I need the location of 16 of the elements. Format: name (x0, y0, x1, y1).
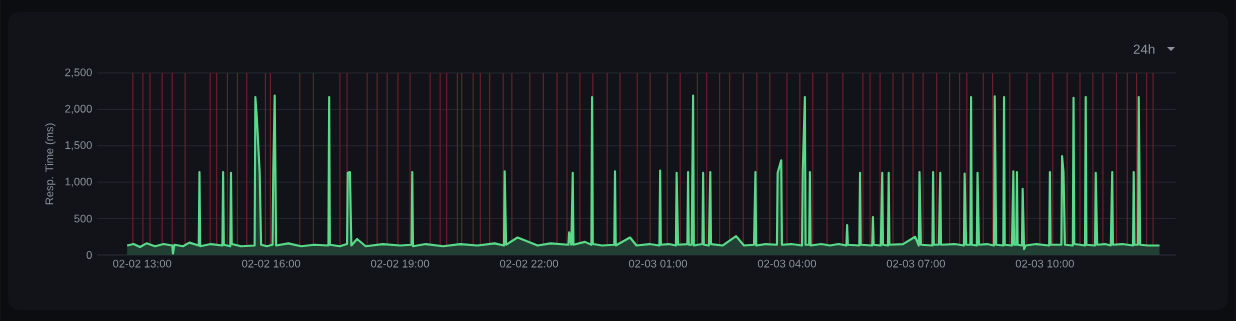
y-axis-title: Resp. Time (ms) (45, 123, 56, 205)
y-tick-label: 1,500 (65, 141, 92, 151)
y-tick-label: 500 (74, 214, 92, 223)
y-tick-label: 0 (86, 251, 92, 259)
x-tick-label: 02-03 07:00 (886, 259, 946, 268)
x-tick-label: 02-02 13:00 (113, 259, 172, 268)
y-tick-label: 2,500 (65, 68, 92, 78)
text: 24h (1133, 44, 1155, 54)
x-tick-label: 02-02 19:00 (370, 259, 430, 268)
y-tick-label: 1,000 (65, 177, 92, 187)
x-tick-label: 02-03 10:00 (1015, 259, 1074, 268)
x-tick-label: 02-03 01:00 (628, 259, 688, 268)
x-tick-label: 02-02 16:00 (242, 259, 301, 268)
x-tick-label: 02-03 04:00 (757, 259, 817, 268)
y-tick-label: 2,000 (65, 104, 92, 114)
x-tick-label: 02-02 22:00 (499, 259, 559, 268)
